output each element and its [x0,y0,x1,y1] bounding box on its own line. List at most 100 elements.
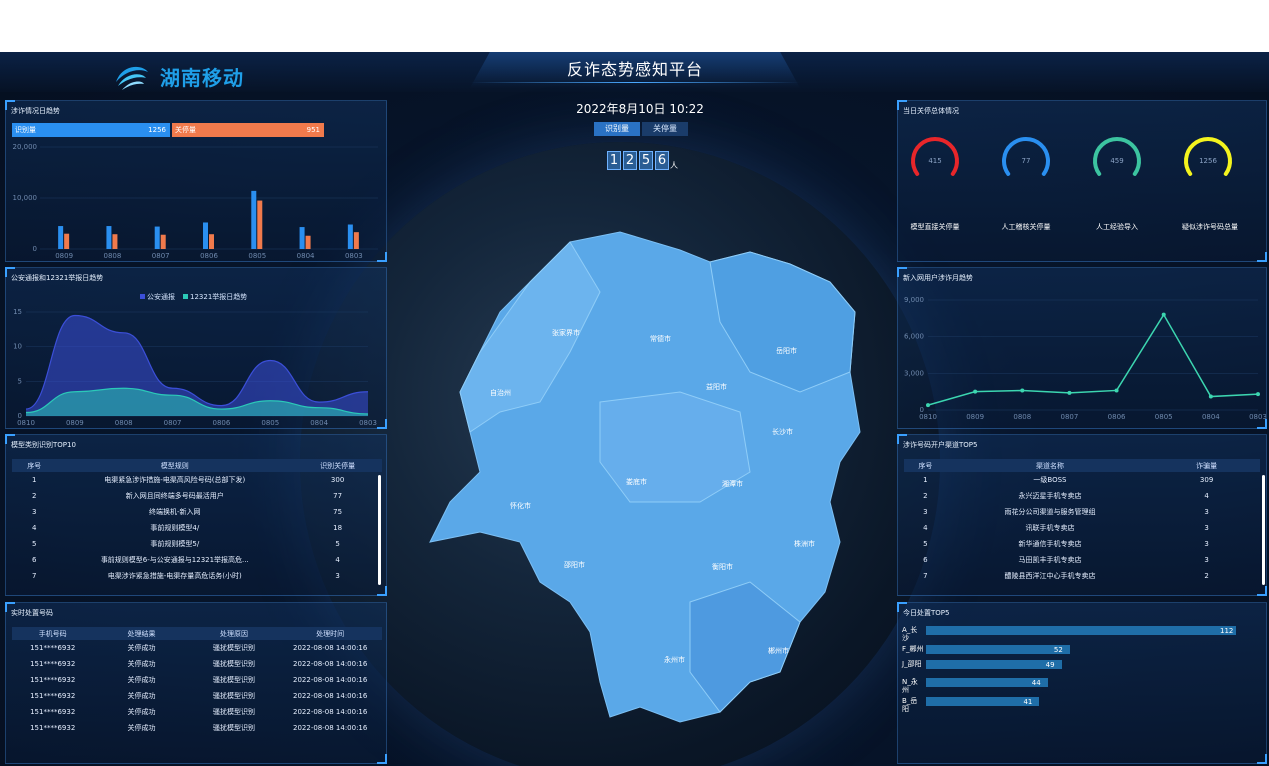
hbar[interactable] [926,626,1236,635]
channel-table-scrollbar[interactable] [1262,475,1265,585]
gauge-arc [1093,137,1141,176]
x-tick-label: 0810 [17,419,35,427]
hbar[interactable] [926,678,1048,687]
hbar-label: B_岳阳 [902,697,918,713]
panel-title: 涉诈号码开户渠道TOP5 [903,441,978,449]
toggle-shutdown[interactable]: 关停量 [642,122,688,136]
city-label: 常德市 [650,334,671,343]
line-point [1256,392,1260,397]
city-label: 郴州市 [768,646,789,655]
table-cell: 关停成功 [127,692,156,700]
table-cell: 3 [1204,524,1209,532]
panel-daily-trend: 涉诈情况日趋势 识别量 1256 关停量 951 0 10,000 20,000 08… [5,100,387,262]
hbar[interactable] [926,645,1070,654]
table-row[interactable]: 151****6932 关停成功 骚扰模型识别 2022-08-08 14:00:16 [12,656,382,672]
table-cell: 2022-08-08 14:00:16 [293,708,368,716]
hbar-value: 41 [1023,698,1033,706]
toggle-identify[interactable]: 识别量 [594,122,640,136]
bar [257,200,263,249]
panel-title: 新入网用户涉诈月趋势 [903,274,973,282]
table-cell: 骚扰模型识别 [212,660,255,668]
x-tick-label: 0809 [55,252,73,260]
column-header[interactable]: 诈骗量 [1153,459,1260,472]
header-bar [0,52,1269,92]
table-cell: 电渠涉诈紧急措施-电渠存量高危话务(小时) [107,572,242,580]
table-row[interactable]: 1 一级BOSS 309 [904,472,1260,488]
table-row[interactable]: 7 电渠涉诈紧急措施-电渠存量高危话务(小时) 3 [12,568,382,584]
city-label: 湘潭市 [722,479,743,488]
hunan-map[interactable]: 张家界市 常德市 岳阳市 自治州 益阳市 长沙市 娄底市 湘潭市 怀化市 株洲市… [420,202,870,742]
table-cell: 终端换机-新入网 [149,508,201,516]
map-region-northeast [709,251,856,393]
x-tick-label: 0806 [213,419,231,427]
table-row[interactable]: 151****6932 关停成功 骚扰模型识别 2022-08-08 14:00:16 [12,720,382,736]
hbar[interactable] [926,660,1062,669]
city-label: 张家界市 [552,328,580,337]
column-header[interactable]: 识别关停量 [293,459,382,472]
table-row[interactable]: 6 马田凯丰手机专卖店 3 [904,552,1260,568]
table-row[interactable]: 5 新华通信手机专卖店 3 [904,536,1260,552]
y-tick-label: 0 [18,412,22,420]
table-row[interactable]: 151****6932 关停成功 骚扰模型识别 2022-08-08 14:00:16 [12,640,382,656]
city-label: 怀化市 [510,501,531,510]
x-tick-label: 0809 [66,419,84,427]
column-header[interactable]: 序号 [12,459,57,472]
table-row[interactable]: 2 新入网且同终端多号码最活用户 77 [12,488,382,504]
panel-realtime-handling: 实时处置号码 手机号码 处理结果 处理原因 处理时间 151****6932 关停成功骚… [5,602,387,764]
table-row[interactable]: 151****6932 关停成功 骚扰模型识别 2022-08-08 14:00:16 [12,704,382,720]
column-header[interactable]: 序号 [904,459,947,472]
y-tick-label: 0 [33,245,37,253]
city-label: 娄底市 [626,477,647,486]
city-label: 自治州 [490,388,511,397]
dashboard-stage: 湖南移动 反诈态势感知平台 2022年8月10日 10:22 识别量 关停量 1… [0,52,1269,766]
table-cell: 新华通信手机专卖店 [1018,540,1082,548]
table-row[interactable]: 4 事前规则模型4/18 [12,520,382,536]
table-row[interactable]: 151****6932 关停成功 骚扰模型识别 2022-08-08 14:00:16 [12,672,382,688]
table-cell: 2022-08-08 14:00:16 [293,724,368,732]
table-row[interactable]: 6 事前规则模型6-与公安通报与12321举报高危... 4 [12,552,382,568]
column-header[interactable]: 处理原因 [189,627,279,640]
chip-identify-value: 1256 [148,126,166,134]
table-row[interactable]: 7 醴陵县西洋江中心手机专卖店 2 [904,568,1260,584]
line-point [1208,394,1213,399]
table-cell: 电渠紧急涉诈措施-电渠高风险号码(总部下发) [104,476,246,484]
table-cell: 关停成功 [127,676,156,684]
column-header[interactable]: 手机号码 [12,627,94,640]
bar [299,227,305,249]
table-row[interactable]: 2 永兴迈星手机专卖店 4 [904,488,1260,504]
table-row[interactable]: 5 事前规则模型5/5 [12,536,382,552]
bar [353,232,359,249]
line-point [926,403,930,408]
hbar[interactable] [926,697,1040,706]
table-cell: 新入网且同终端多号码最活用户 [125,492,224,500]
gauge-value: 415 [928,157,941,165]
city-label: 衡阳市 [712,562,733,571]
realtime-table: 手机号码 处理结果 处理原因 处理时间 151****6932 关停成功 骚扰模型识别 20… [12,627,382,736]
bar [203,222,208,249]
table-row[interactable]: 3 终端换机-新入网 75 [12,504,382,520]
chip-shutdown-label: 关停量 [175,126,196,134]
table-row[interactable]: 1 电渠紧急涉诈措施-电渠高风险号码(总部下发) 300 [12,472,382,488]
column-header[interactable]: 处理时间 [278,627,382,640]
column-header[interactable]: 处理结果 [93,627,190,640]
line-point [973,389,978,394]
legend-item[interactable]: 公安通报 [140,292,175,302]
y-tick-label: 10,000 [13,194,38,202]
legend-item[interactable]: 12321举报日趋势 [183,292,247,302]
table-row[interactable]: 151****6932 关停成功 骚扰模型识别 2022-08-08 14:00:16 [12,688,382,704]
table-row[interactable]: 3 雨花分公司渠道与服务管理组 3 [904,504,1260,520]
column-header[interactable]: 渠道名称 [946,459,1154,472]
model-table-scrollbar[interactable] [378,475,381,585]
hbar-value: 44 [1031,679,1041,687]
table-cell: 151****6932 [30,660,76,668]
column-header[interactable]: 模型规则 [56,459,294,472]
table-cell: 2 [31,492,37,500]
bar [160,234,166,249]
bar [64,233,70,249]
line-point [1020,388,1025,393]
table-cell: 2 [923,492,928,500]
panel-title: 涉诈情况日趋势 [11,107,60,115]
table-cell: 151****6932 [30,676,76,684]
table-row[interactable]: 4 讯联手机专卖店 3 [904,520,1260,536]
panel-title: 今日处置TOP5 [903,609,950,617]
